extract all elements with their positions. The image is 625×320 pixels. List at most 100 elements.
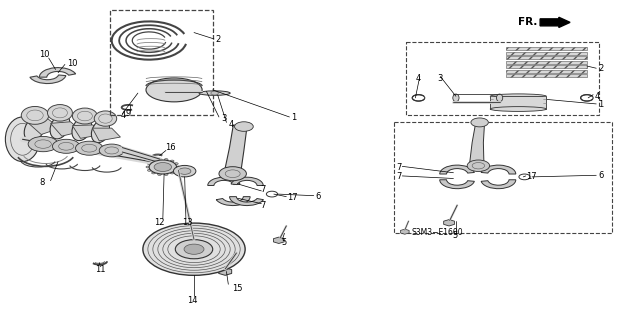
Ellipse shape	[152, 160, 156, 162]
Text: 3: 3	[438, 74, 442, 83]
Ellipse shape	[496, 94, 502, 102]
Text: 8: 8	[39, 178, 45, 187]
Circle shape	[149, 160, 176, 174]
Circle shape	[154, 163, 172, 172]
Text: 11: 11	[95, 265, 106, 275]
Ellipse shape	[50, 114, 70, 139]
Ellipse shape	[146, 166, 150, 168]
Polygon shape	[27, 119, 60, 134]
Wedge shape	[216, 197, 250, 205]
Ellipse shape	[174, 169, 178, 171]
Bar	[506, 52, 587, 55]
Bar	[506, 69, 587, 73]
Text: 7: 7	[260, 201, 266, 210]
Circle shape	[234, 122, 253, 131]
Ellipse shape	[164, 159, 168, 161]
Text: 17: 17	[288, 193, 298, 202]
Ellipse shape	[164, 173, 168, 175]
Ellipse shape	[6, 117, 39, 162]
Wedge shape	[229, 197, 263, 205]
Ellipse shape	[72, 117, 92, 140]
Text: 10: 10	[67, 59, 78, 68]
Wedge shape	[30, 75, 66, 84]
Ellipse shape	[199, 91, 230, 95]
Circle shape	[178, 168, 191, 174]
Text: 10: 10	[39, 50, 50, 59]
Text: 5: 5	[281, 238, 287, 247]
Bar	[506, 56, 587, 59]
Ellipse shape	[48, 105, 72, 121]
Ellipse shape	[91, 120, 109, 143]
Ellipse shape	[94, 111, 117, 126]
Polygon shape	[51, 122, 82, 136]
Polygon shape	[225, 125, 247, 173]
Ellipse shape	[170, 160, 174, 162]
Polygon shape	[469, 122, 484, 167]
Ellipse shape	[148, 169, 151, 171]
Ellipse shape	[146, 78, 202, 102]
Text: 1: 1	[598, 100, 603, 109]
Circle shape	[184, 244, 204, 254]
Ellipse shape	[176, 166, 179, 168]
Circle shape	[76, 141, 103, 155]
Ellipse shape	[24, 115, 46, 141]
Ellipse shape	[174, 163, 178, 165]
Text: 13: 13	[182, 218, 193, 227]
Bar	[506, 60, 587, 64]
Text: 12: 12	[154, 218, 165, 227]
Circle shape	[175, 240, 213, 259]
Text: 2: 2	[216, 35, 221, 44]
Wedge shape	[440, 165, 474, 174]
Circle shape	[467, 160, 489, 172]
Circle shape	[28, 136, 58, 152]
Circle shape	[173, 165, 196, 177]
Ellipse shape	[152, 172, 156, 174]
Bar	[490, 96, 546, 109]
Ellipse shape	[170, 172, 174, 174]
Wedge shape	[440, 180, 474, 189]
Text: 7: 7	[397, 163, 402, 172]
Text: 5: 5	[452, 231, 458, 240]
Polygon shape	[92, 128, 121, 141]
Text: 4: 4	[228, 120, 234, 129]
Text: 17: 17	[526, 172, 537, 181]
Text: 16: 16	[165, 143, 176, 152]
Polygon shape	[72, 125, 102, 138]
Text: 6: 6	[316, 192, 321, 201]
Ellipse shape	[21, 107, 49, 124]
Ellipse shape	[158, 173, 161, 175]
Text: FR.: FR.	[518, 17, 537, 28]
Text: S3M3−E1600: S3M3−E1600	[411, 228, 462, 237]
Bar	[506, 74, 587, 77]
Circle shape	[52, 139, 80, 153]
Wedge shape	[481, 165, 516, 174]
Text: 3: 3	[221, 114, 226, 123]
Circle shape	[211, 91, 218, 95]
Text: 9: 9	[126, 109, 131, 118]
Circle shape	[471, 118, 488, 127]
Wedge shape	[481, 180, 516, 189]
Text: 15: 15	[232, 284, 243, 292]
Ellipse shape	[158, 159, 161, 161]
Text: 14: 14	[188, 296, 198, 305]
Text: 1: 1	[291, 114, 296, 123]
FancyArrow shape	[540, 17, 570, 28]
Text: 4: 4	[416, 74, 421, 83]
Text: 7: 7	[397, 172, 402, 181]
Text: 4: 4	[594, 92, 599, 101]
Text: 7: 7	[260, 185, 266, 194]
Text: 2: 2	[598, 64, 603, 73]
Ellipse shape	[490, 94, 546, 99]
Ellipse shape	[148, 163, 151, 165]
Wedge shape	[208, 177, 240, 186]
Bar	[506, 47, 587, 50]
Ellipse shape	[452, 94, 459, 102]
Bar	[506, 65, 587, 68]
Text: 6: 6	[598, 172, 604, 180]
Wedge shape	[39, 68, 76, 77]
Circle shape	[219, 167, 246, 181]
Circle shape	[143, 223, 245, 275]
Wedge shape	[231, 177, 263, 186]
Ellipse shape	[72, 108, 98, 124]
Ellipse shape	[490, 107, 546, 111]
